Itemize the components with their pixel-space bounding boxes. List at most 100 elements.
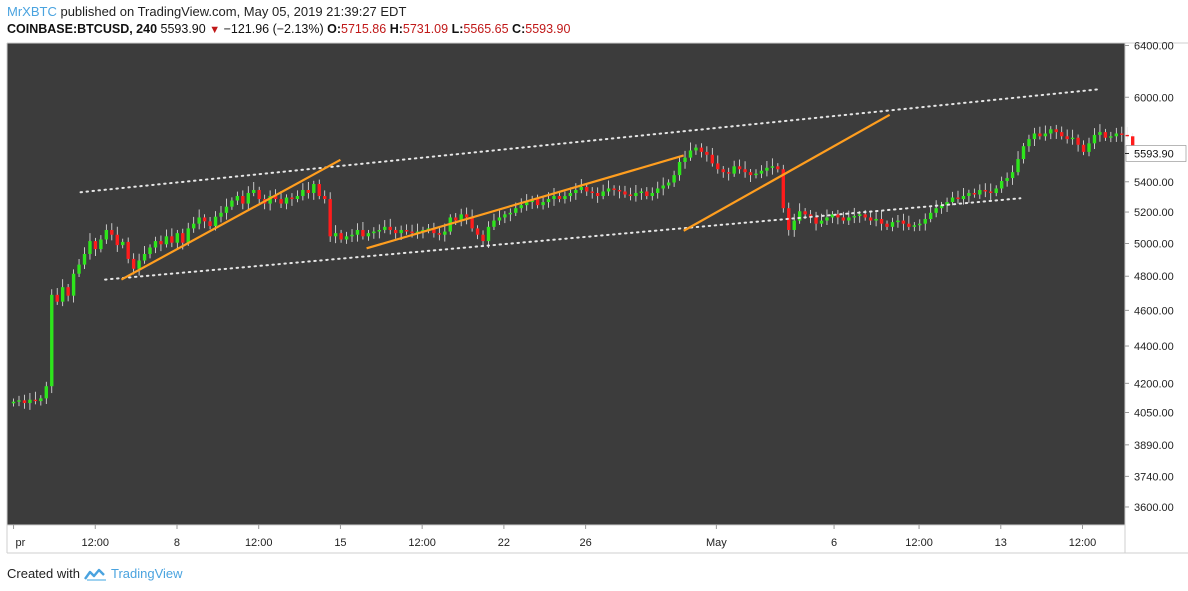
candle-body bbox=[961, 196, 966, 200]
candle-body bbox=[552, 196, 556, 200]
candle-body bbox=[803, 211, 807, 215]
candle-body bbox=[623, 191, 627, 195]
candle-body bbox=[11, 401, 16, 404]
candle-body bbox=[121, 241, 125, 246]
candle-body bbox=[399, 229, 403, 234]
candle-body bbox=[290, 197, 294, 200]
price-tick-label: 3740.00 bbox=[1134, 471, 1174, 483]
candle-body bbox=[852, 215, 856, 218]
candle-body bbox=[284, 197, 289, 204]
low-value: 5565.65 bbox=[463, 22, 509, 36]
candle-body bbox=[514, 208, 518, 213]
candle-body bbox=[759, 170, 764, 174]
time-tick-label: pr bbox=[16, 537, 26, 549]
candle-body bbox=[192, 223, 196, 229]
candle-body bbox=[989, 191, 993, 193]
candle-body bbox=[66, 287, 70, 296]
candle-body bbox=[754, 173, 758, 176]
candle-body bbox=[1049, 129, 1053, 134]
candle-body bbox=[301, 189, 305, 197]
open-value: 5715.86 bbox=[341, 22, 387, 36]
candle-body bbox=[454, 217, 458, 221]
candle-body bbox=[923, 219, 927, 224]
drawing-lines-layer bbox=[79, 88, 1100, 281]
price-tick-label: 5400.00 bbox=[1134, 177, 1174, 189]
candle-body bbox=[295, 196, 300, 200]
time-tick-label: 8 bbox=[174, 537, 180, 549]
candle-body bbox=[677, 161, 682, 176]
candle-body bbox=[312, 184, 316, 193]
candle-body bbox=[967, 192, 971, 197]
candle-body bbox=[1120, 133, 1124, 135]
candle-body bbox=[694, 147, 698, 151]
candle-body bbox=[383, 226, 387, 230]
candle-body bbox=[306, 189, 311, 193]
candle-body bbox=[907, 223, 911, 227]
footer: Created with TradingView bbox=[7, 566, 183, 581]
current-price-marker: 5593.90 bbox=[1125, 145, 1187, 162]
candle-body bbox=[1076, 137, 1080, 145]
author-name[interactable]: MrXBTC bbox=[7, 4, 57, 19]
time-tick-label: 12:00 bbox=[408, 537, 436, 549]
candle-body bbox=[241, 196, 245, 204]
candle-body bbox=[645, 191, 649, 197]
time-tick-label: 12:00 bbox=[905, 537, 933, 549]
candle-body bbox=[737, 166, 742, 170]
time-tick-label: 6 bbox=[831, 537, 837, 549]
candle-body bbox=[847, 217, 851, 221]
candle-body bbox=[39, 398, 43, 402]
plot-area[interactable] bbox=[7, 43, 1125, 525]
candle-body bbox=[372, 231, 376, 234]
candle-body bbox=[361, 229, 365, 237]
price-tick-label: 4400.00 bbox=[1134, 341, 1174, 353]
high-value: 5731.09 bbox=[402, 22, 449, 36]
low-label: L: bbox=[451, 22, 464, 36]
candle-body bbox=[181, 233, 185, 243]
candle-body bbox=[890, 222, 895, 227]
price-tick-label: 3890.00 bbox=[1134, 440, 1174, 452]
candle-body bbox=[563, 196, 567, 200]
candle-body bbox=[257, 189, 261, 200]
candle-body bbox=[874, 219, 878, 221]
candle-body bbox=[868, 217, 873, 221]
candle-body bbox=[393, 229, 398, 234]
candle-body bbox=[1081, 144, 1086, 152]
candle-body bbox=[781, 169, 785, 209]
candle-body bbox=[617, 189, 622, 192]
candle-body bbox=[814, 217, 818, 224]
time-tick-label: 22 bbox=[498, 537, 510, 549]
candle-body bbox=[202, 217, 207, 222]
candle-body bbox=[612, 188, 616, 190]
price-tick-label: 6400.00 bbox=[1134, 41, 1174, 53]
candle-body bbox=[432, 228, 436, 234]
candle-body bbox=[279, 199, 283, 204]
candle-body bbox=[978, 189, 982, 195]
candle-body bbox=[1060, 132, 1064, 137]
candle-body bbox=[1043, 133, 1048, 137]
candle-body bbox=[819, 220, 824, 224]
candle-body bbox=[77, 264, 81, 274]
candle-body bbox=[115, 234, 119, 246]
price-change: −121.96 (−2.13%) bbox=[223, 22, 324, 36]
candle-body bbox=[148, 247, 152, 254]
candle-body bbox=[1027, 139, 1031, 147]
candle-body bbox=[71, 273, 76, 296]
candle-body bbox=[28, 399, 32, 404]
candle-body bbox=[650, 192, 654, 197]
candle-body bbox=[1125, 134, 1129, 137]
candle-body bbox=[252, 189, 256, 193]
candle-body bbox=[142, 253, 147, 261]
candle-body bbox=[683, 157, 687, 162]
candle-body bbox=[1070, 137, 1075, 140]
candle-body bbox=[901, 220, 906, 224]
time-tick-label: May bbox=[706, 537, 727, 549]
candle-body bbox=[268, 196, 272, 204]
candle-body bbox=[459, 214, 463, 221]
candle-body bbox=[323, 196, 327, 200]
tradingview-link[interactable]: TradingView bbox=[110, 566, 183, 581]
candle-body bbox=[918, 223, 922, 226]
candle-body bbox=[497, 217, 502, 221]
price-tick-label: 5000.00 bbox=[1134, 238, 1174, 250]
candle-body bbox=[1098, 132, 1102, 135]
